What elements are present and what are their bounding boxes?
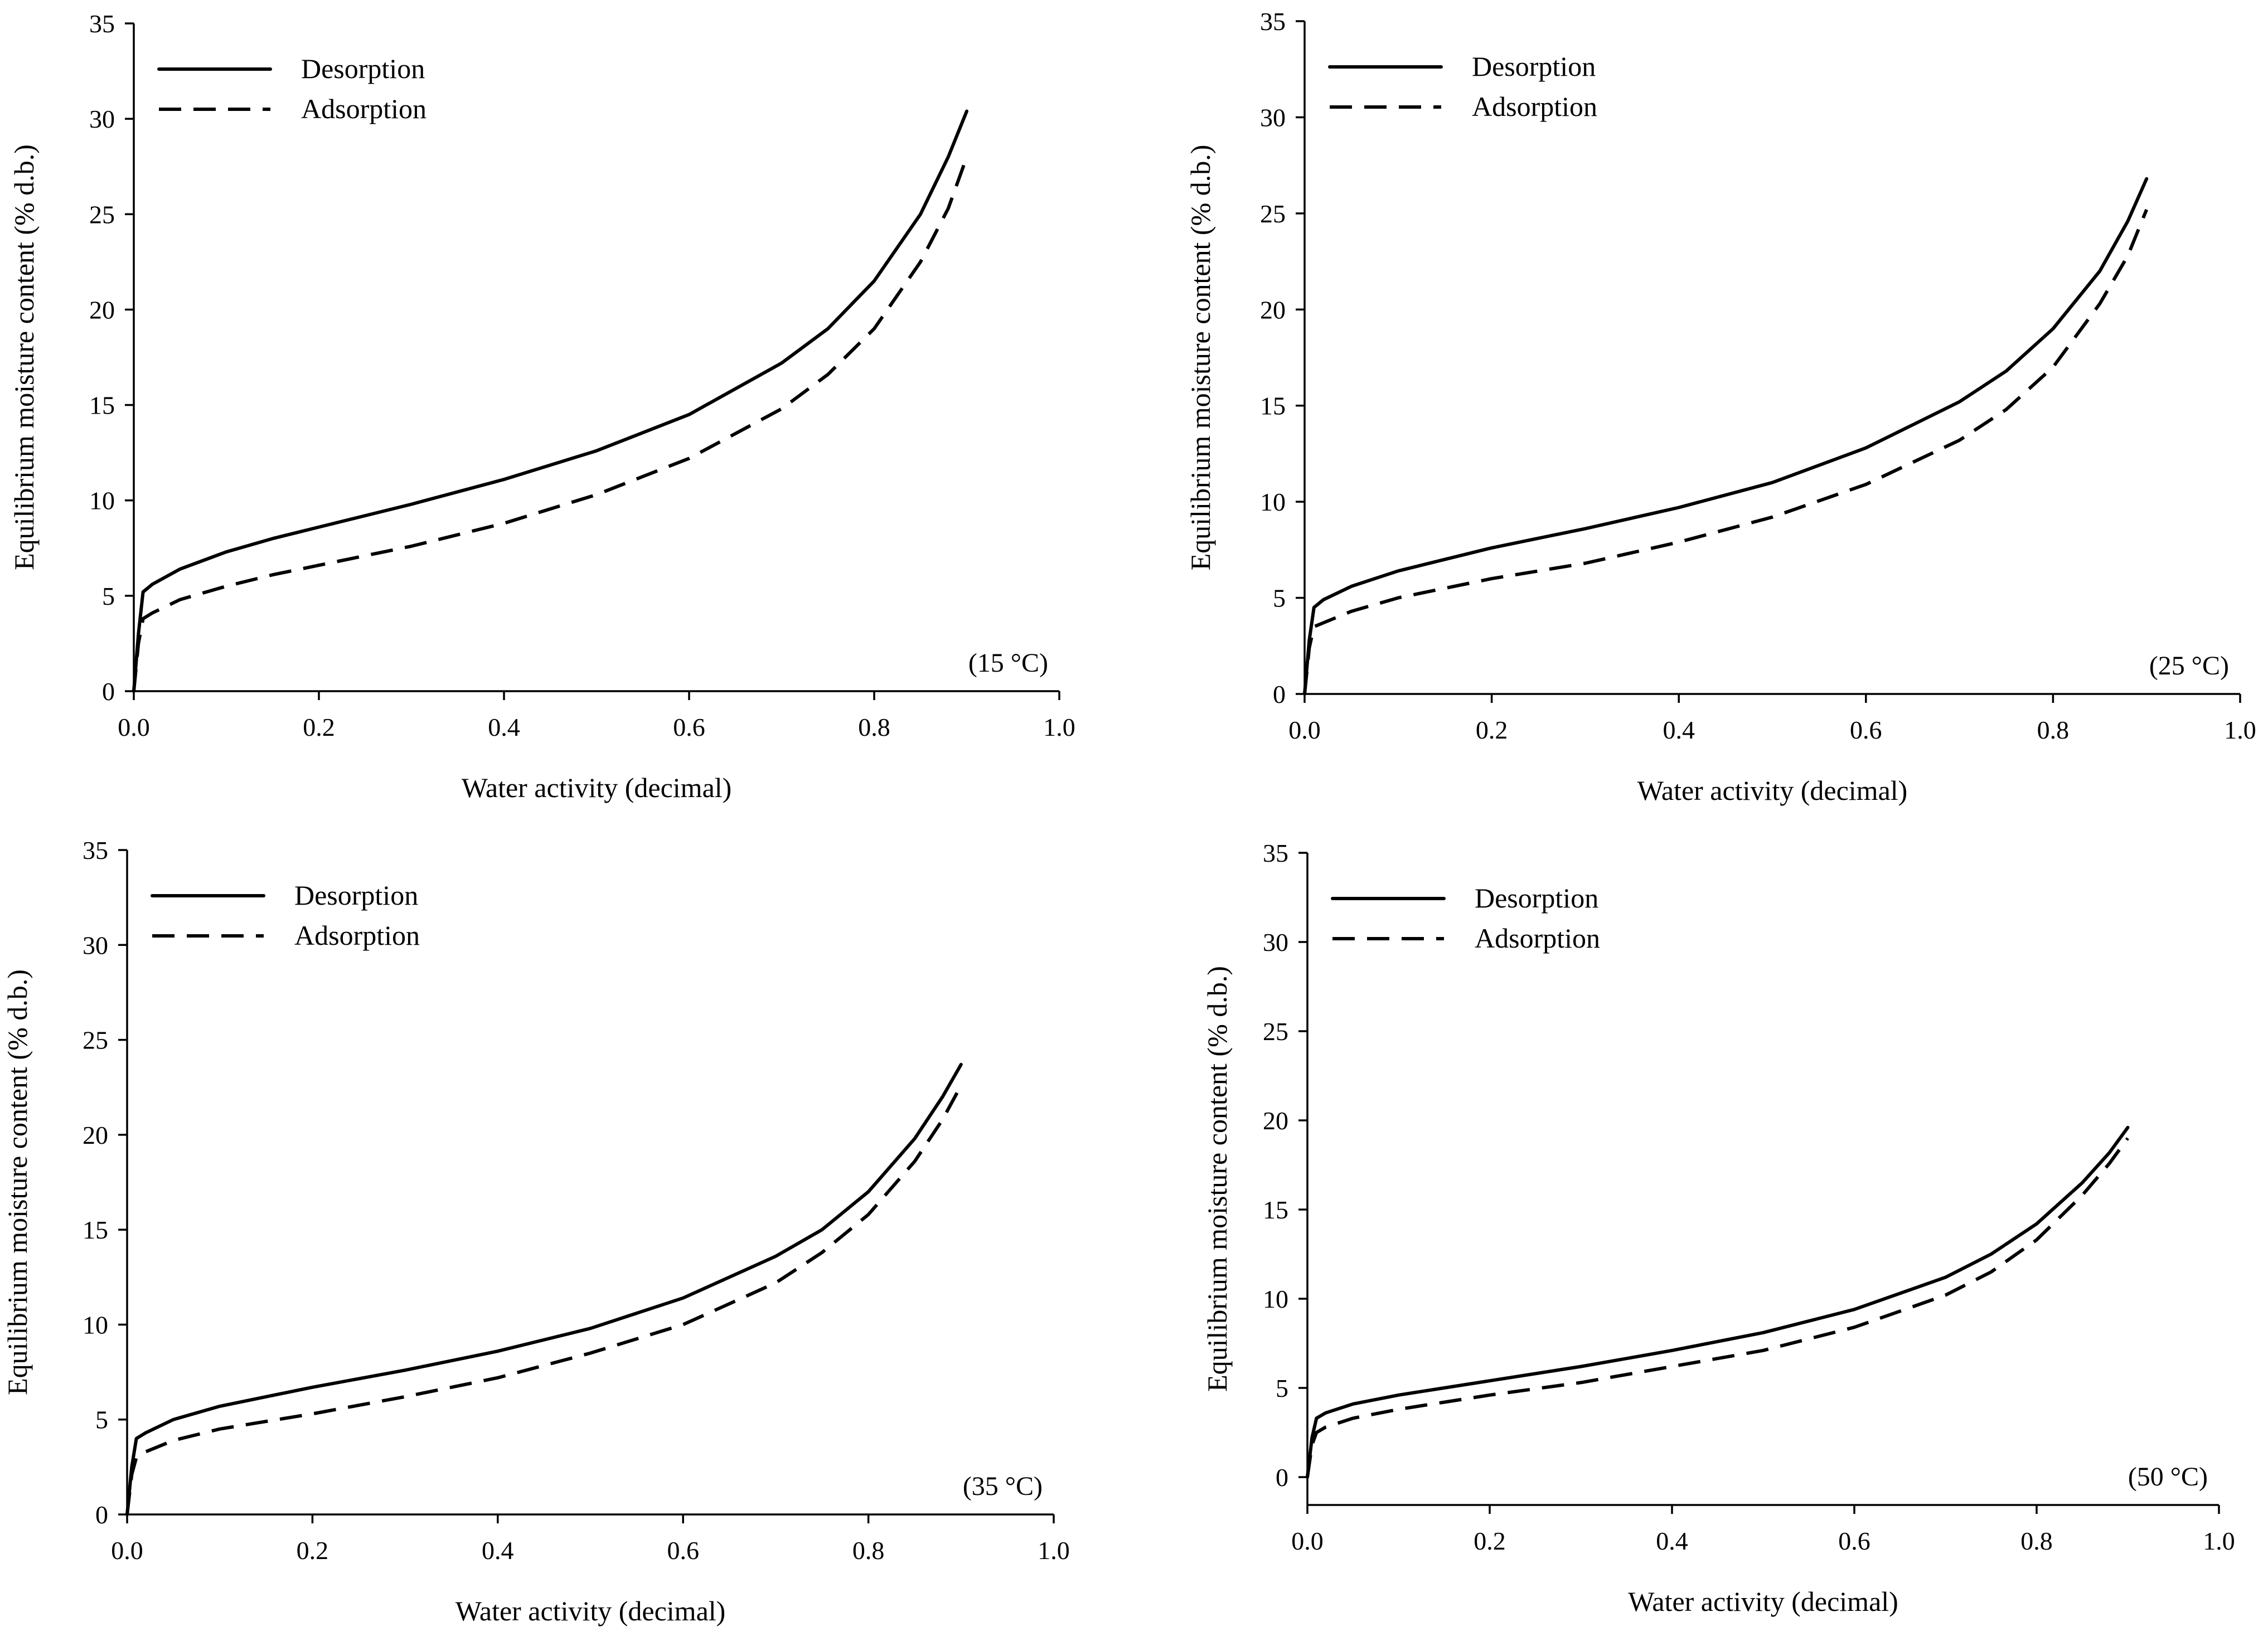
temperature-annotation: (50 °C)	[2128, 1462, 2208, 1492]
x-tick-label: 0.4	[1663, 716, 1695, 744]
y-tick-label: 0	[1276, 1463, 1288, 1492]
legend-label-desorption: Desorption	[1472, 51, 1596, 82]
legend-label-desorption: Desorption	[301, 53, 425, 84]
y-tick-label: 20	[1263, 1106, 1288, 1135]
y-tick-label: 25	[1260, 200, 1286, 228]
y-tick-label: 30	[1260, 103, 1286, 132]
x-tick-label: 0.8	[852, 1536, 885, 1565]
y-axis-title: Equilibrium moisture content (% d.b.)	[8, 144, 40, 570]
y-tick-label: 25	[89, 200, 115, 229]
series-line-adsorption	[132, 156, 968, 692]
x-axis-title: Water activity (decimal)	[1637, 775, 1908, 806]
y-tick-label: 5	[1276, 1374, 1288, 1402]
y-tick-label: 15	[89, 391, 115, 420]
series-line-desorption	[1306, 1125, 2130, 1479]
x-tick-label: 0.4	[1656, 1527, 1688, 1555]
legend-label-adsorption: Adsorption	[1475, 922, 1600, 954]
x-tick-label: 0.2	[297, 1536, 329, 1565]
y-tick-label: 20	[1260, 295, 1286, 324]
y-tick-label: 5	[1273, 584, 1286, 613]
series-line-adsorption	[125, 1084, 963, 1515]
chart-panel-1: 0 5 10 15 20 25 30 35 0.0 0.2 0.4 0.6 0.8 1.0 Water ac…	[8, 9, 1075, 803]
x-tick-label: 1.0	[1038, 1536, 1070, 1565]
y-axis-title: Equilibrium moisture content (% d.b.)	[1185, 145, 1216, 571]
y-tick-label: 10	[1260, 488, 1286, 516]
y-tick-label: 0	[102, 677, 115, 706]
y-tick-label: 20	[83, 1121, 108, 1149]
series-line-desorption	[125, 1062, 963, 1516]
y-tick-label: 15	[1263, 1196, 1288, 1224]
x-tick-label: 0.6	[1850, 716, 1882, 744]
chart-panel-3: 0 5 10 15 20 25 30 35 0.0 0.2 0.4 0.6 0.8 1.0 Water ac…	[2, 836, 1070, 1626]
y-axis-title: Equilibrium moisture content (% d.b.)	[2, 969, 33, 1395]
temperature-annotation: (35 °C)	[963, 1472, 1043, 1501]
x-tick-label: 0.2	[1476, 716, 1508, 744]
y-tick-label: 30	[89, 105, 115, 133]
x-axis-title: Water activity (decimal)	[462, 772, 732, 803]
chart-panel-4: 0 5 10 15 20 25 30 35 0.0 0.2 0.4 0.6 0.8 1.0 Water ac…	[1201, 839, 2235, 1617]
x-tick-label: 0.0	[111, 1536, 143, 1565]
x-tick-label: 0.6	[667, 1536, 699, 1565]
y-tick-label: 5	[95, 1406, 108, 1434]
x-tick-label: 1.0	[2224, 716, 2256, 744]
y-tick-label: 0	[1273, 680, 1286, 708]
x-tick-label: 0.8	[858, 713, 890, 741]
series-line-desorption	[132, 109, 968, 693]
x-tick-label: 0.2	[1474, 1527, 1506, 1555]
series-line-desorption	[1303, 177, 2149, 696]
legend-label-desorption: Desorption	[294, 880, 418, 911]
y-tick-label: 35	[89, 9, 115, 38]
legend-label-adsorption: Adsorption	[294, 920, 420, 951]
y-tick-label: 30	[83, 931, 108, 959]
x-tick-label: 0.0	[1291, 1527, 1324, 1555]
series-line-adsorption	[1306, 1137, 2129, 1478]
y-tick-label: 35	[1260, 7, 1286, 36]
legend-label-adsorption: Adsorption	[1472, 91, 1597, 122]
x-tick-label: 0.8	[2020, 1527, 2053, 1555]
y-tick-label: 10	[83, 1310, 108, 1339]
x-tick-label: 0.4	[482, 1536, 514, 1565]
y-tick-label: 10	[89, 487, 115, 515]
y-tick-label: 25	[83, 1026, 108, 1055]
y-tick-label: 35	[83, 836, 108, 865]
x-tick-label: 0.8	[2037, 716, 2070, 744]
y-tick-label: 20	[89, 295, 115, 324]
y-tick-label: 5	[102, 582, 115, 610]
y-tick-label: 35	[1263, 839, 1288, 867]
y-tick-label: 30	[1263, 928, 1288, 956]
x-tick-label: 0.0	[1288, 716, 1321, 744]
x-tick-label: 1.0	[1043, 713, 1075, 741]
y-tick-label: 25	[1263, 1017, 1288, 1046]
y-tick-label: 0	[95, 1501, 108, 1529]
x-axis-title: Water activity (decimal)	[455, 1595, 726, 1626]
x-tick-label: 0.2	[303, 713, 335, 741]
y-axis-title: Equilibrium moisture content (% d.b.)	[1201, 966, 1233, 1392]
x-tick-label: 0.6	[1838, 1527, 1870, 1555]
x-tick-label: 0.0	[118, 713, 150, 741]
y-tick-label: 15	[1260, 392, 1286, 420]
x-tick-label: 0.6	[673, 713, 705, 741]
y-tick-label: 15	[83, 1216, 108, 1244]
series-line-adsorption	[1303, 208, 2148, 695]
temperature-annotation: (15 °C)	[968, 648, 1048, 678]
x-tick-label: 0.4	[488, 713, 520, 741]
y-tick-label: 10	[1263, 1285, 1288, 1313]
legend-label-adsorption: Adsorption	[301, 93, 427, 124]
x-axis-title: Water activity (decimal)	[1628, 1586, 1898, 1617]
temperature-annotation: (25 °C)	[2149, 651, 2229, 681]
legend-label-desorption: Desorption	[1475, 882, 1598, 914]
x-tick-label: 1.0	[2203, 1527, 2235, 1555]
chart-panel-2: 0 5 10 15 20 25 30 35 0.0 0.2 0.4 0.6 0.8 1.0 Water ac…	[1185, 7, 2256, 806]
